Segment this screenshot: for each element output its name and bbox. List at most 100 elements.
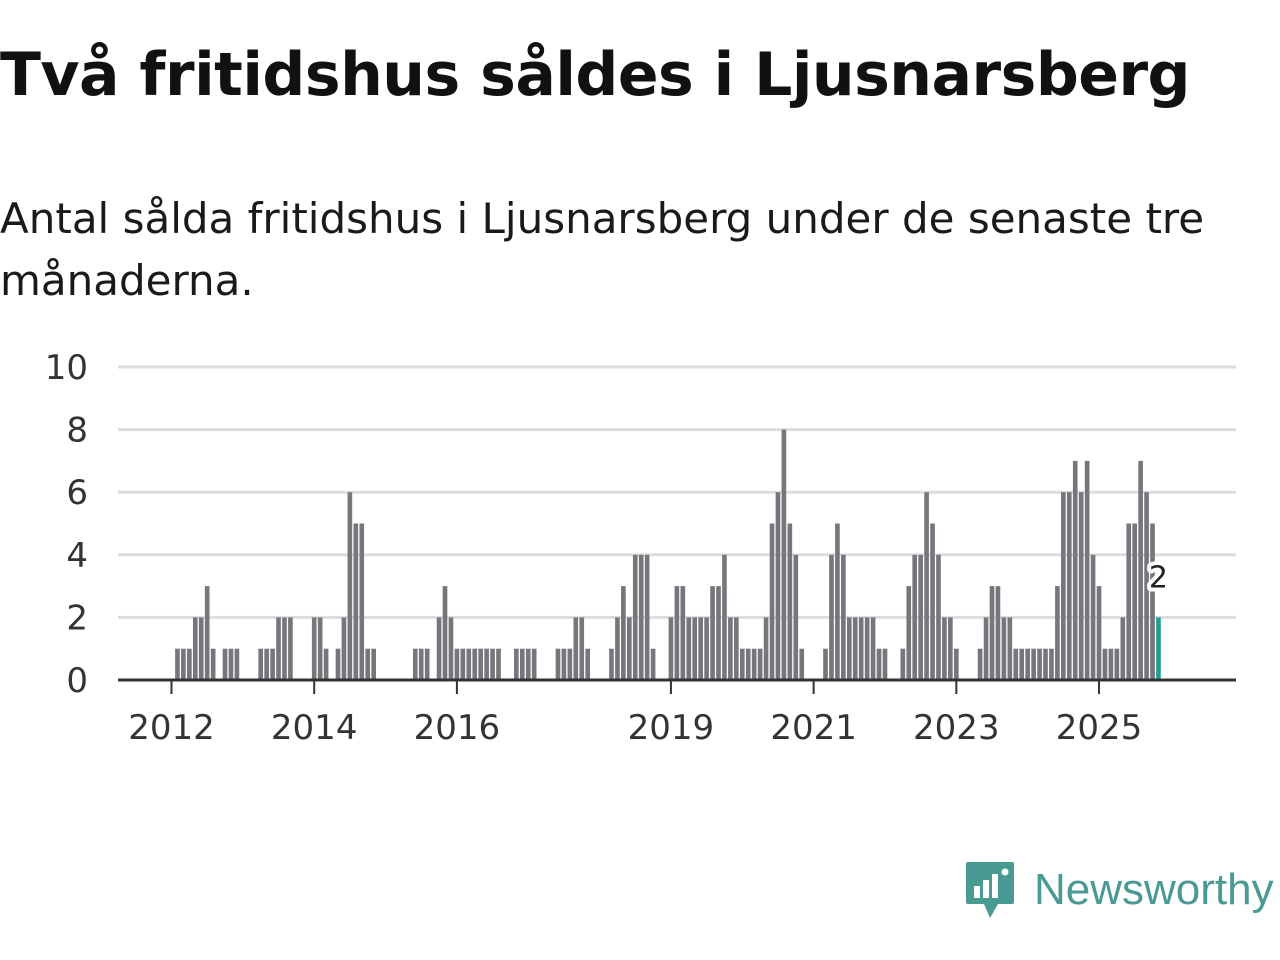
bar [525, 648, 531, 680]
bar [1120, 617, 1126, 680]
bar [282, 617, 287, 680]
bar [531, 648, 537, 680]
bar [912, 554, 918, 680]
y-tick-label-4: 4 [66, 536, 88, 576]
bar [781, 429, 787, 680]
bar [371, 648, 376, 680]
newsworthy-logo: Newsworthy [964, 860, 1274, 920]
bar [710, 586, 715, 680]
bar [846, 617, 852, 680]
bar [347, 492, 353, 680]
bar [424, 648, 430, 680]
y-axis-ticks: 0 2 4 6 8 10 [45, 348, 88, 701]
bar [573, 617, 579, 680]
bar [1031, 648, 1036, 680]
latest-value-label: 2 [1149, 560, 1168, 595]
y-tick-label-0: 0 [66, 661, 88, 701]
bar [234, 648, 240, 680]
bar [472, 648, 478, 680]
bar [353, 523, 359, 680]
bar-latest [1156, 617, 1161, 680]
bar [953, 648, 959, 680]
bar [270, 648, 275, 680]
bar [1007, 617, 1013, 680]
x-tick-label-2021: 2021 [770, 708, 857, 748]
bar [751, 648, 757, 680]
bar [418, 648, 424, 680]
bar [1037, 648, 1042, 680]
x-tick-label-2023: 2023 [913, 708, 1000, 748]
bar [1078, 492, 1084, 680]
bar [1072, 460, 1078, 680]
bar [621, 586, 626, 680]
bar [734, 617, 739, 680]
bar [519, 648, 525, 680]
bar [288, 617, 293, 680]
bar [490, 648, 495, 680]
bar [317, 617, 323, 680]
page-title: Två fritidshus såldes i Ljusnarsberg [0, 40, 1191, 110]
bar [496, 648, 501, 680]
gridlines [118, 365, 1236, 619]
bar [924, 492, 929, 680]
brand-name: Newsworthy [1034, 865, 1274, 914]
bar [258, 648, 264, 680]
bar [841, 554, 846, 680]
bar [799, 648, 805, 680]
y-tick-label-8: 8 [66, 411, 88, 451]
bar [567, 648, 573, 680]
annotations: 2 [1145, 556, 1172, 599]
bar [1084, 460, 1090, 680]
bar [876, 648, 882, 680]
bar [650, 648, 656, 680]
bar [763, 617, 769, 680]
newsworthy-logo-icon [966, 862, 1014, 918]
x-tick-label-2014: 2014 [271, 708, 358, 748]
bar [668, 617, 674, 680]
bar [228, 648, 234, 680]
bar [995, 586, 1001, 680]
bar [323, 648, 329, 680]
bar [977, 648, 983, 680]
bar [775, 492, 781, 680]
bar [1102, 648, 1108, 680]
bar [906, 586, 912, 680]
bar [787, 523, 793, 680]
bar [692, 617, 698, 680]
bar [936, 554, 941, 680]
bar [181, 648, 186, 680]
bar [644, 554, 650, 680]
bar [1019, 648, 1025, 680]
y-tick-label-6: 6 [66, 473, 88, 513]
bar [192, 617, 198, 680]
bar [835, 523, 840, 680]
bar [728, 617, 733, 680]
bar [674, 586, 680, 680]
bar [187, 648, 192, 680]
bar [579, 617, 585, 680]
bar [1013, 648, 1019, 680]
bar [864, 617, 870, 680]
bar [615, 617, 620, 680]
bar [983, 617, 989, 680]
bar [204, 586, 210, 680]
bar [769, 523, 775, 680]
bar [680, 586, 686, 680]
bar [359, 523, 365, 680]
bar [1001, 617, 1007, 680]
bar [1096, 586, 1102, 680]
bar [412, 648, 418, 680]
bar [870, 617, 876, 680]
bar [918, 554, 923, 680]
bar [989, 586, 995, 680]
bar [609, 648, 614, 680]
bar [942, 617, 947, 680]
bar-chart: 0 2 4 6 8 10 2012 2014 2016 2019 2021 2023 2025 2 [45, 348, 1236, 748]
bar [722, 554, 727, 680]
bar [1025, 648, 1030, 680]
bar [555, 648, 561, 680]
bar [454, 648, 460, 680]
bar [626, 617, 632, 680]
x-axis-ticks: 2012 2014 2016 2019 2021 2023 2025 [128, 680, 1142, 748]
bar [1108, 648, 1114, 680]
